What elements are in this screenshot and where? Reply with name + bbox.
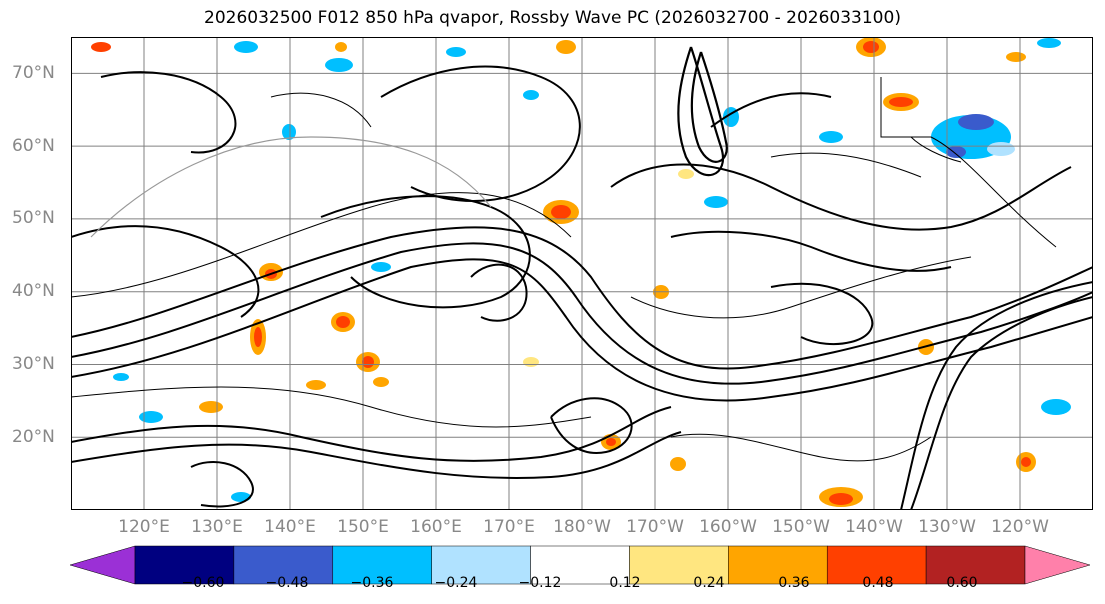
lat-label-70: 70°N	[12, 63, 55, 83]
map-panel	[71, 37, 1093, 510]
colorbar-tick: 0.24	[693, 575, 725, 591]
lat-label-30: 30°N	[12, 354, 55, 374]
shaded-field	[91, 37, 1071, 507]
colorbar-tick: 0.36	[778, 575, 810, 591]
lat-label-60: 60°N	[12, 136, 55, 156]
lon-label-120w: 120°W	[991, 517, 1049, 537]
colorbar	[69, 545, 1091, 585]
lat-label-20: 20°N	[12, 427, 55, 447]
lat-label-40: 40°N	[12, 281, 55, 301]
lon-label-130e: 130°E	[191, 517, 243, 537]
lon-label-160w: 160°W	[699, 517, 757, 537]
colorbar-segment	[629, 545, 729, 585]
colorbar-segment	[530, 545, 630, 585]
colorbar-tick: −0.36	[350, 575, 394, 591]
contour-lines	[71, 46, 1093, 510]
lon-label-170w: 170°W	[626, 517, 684, 537]
colorbar-segment	[1024, 545, 1091, 585]
lon-label-180w: 180°W	[553, 517, 611, 537]
lon-label-120e: 120°E	[118, 517, 170, 537]
colorbar-tick: −0.48	[265, 575, 309, 591]
lon-label-130w: 130°W	[918, 517, 976, 537]
lat-label-50: 50°N	[12, 208, 55, 228]
colorbar-tick: −0.60	[181, 575, 225, 591]
colorbar-tick: −0.24	[434, 575, 478, 591]
colorbar-segment	[925, 545, 1026, 585]
colorbar-tick: 0.12	[609, 575, 641, 591]
colorbar-tick: −0.12	[518, 575, 562, 591]
colorbar-tick: 0.60	[946, 575, 978, 591]
lon-label-150w: 150°W	[772, 517, 830, 537]
map-graticule	[71, 37, 1093, 510]
colorbar-segment	[826, 545, 927, 585]
colorbar-segment	[233, 545, 334, 585]
map-title: 2026032500 F012 850 hPa qvapor, Rossby W…	[204, 8, 901, 28]
lon-label-160e: 160°E	[410, 517, 462, 537]
lon-label-140e: 140°E	[264, 517, 316, 537]
colorbar-segment	[69, 545, 136, 585]
colorbar-segment	[332, 545, 432, 585]
colorbar-tick: 0.48	[862, 575, 894, 591]
lon-label-140w: 140°W	[845, 517, 903, 537]
lon-label-150e: 150°E	[337, 517, 389, 537]
coastline	[880, 77, 1057, 248]
lon-label-170e: 170°E	[483, 517, 535, 537]
map-border	[71, 37, 1093, 510]
